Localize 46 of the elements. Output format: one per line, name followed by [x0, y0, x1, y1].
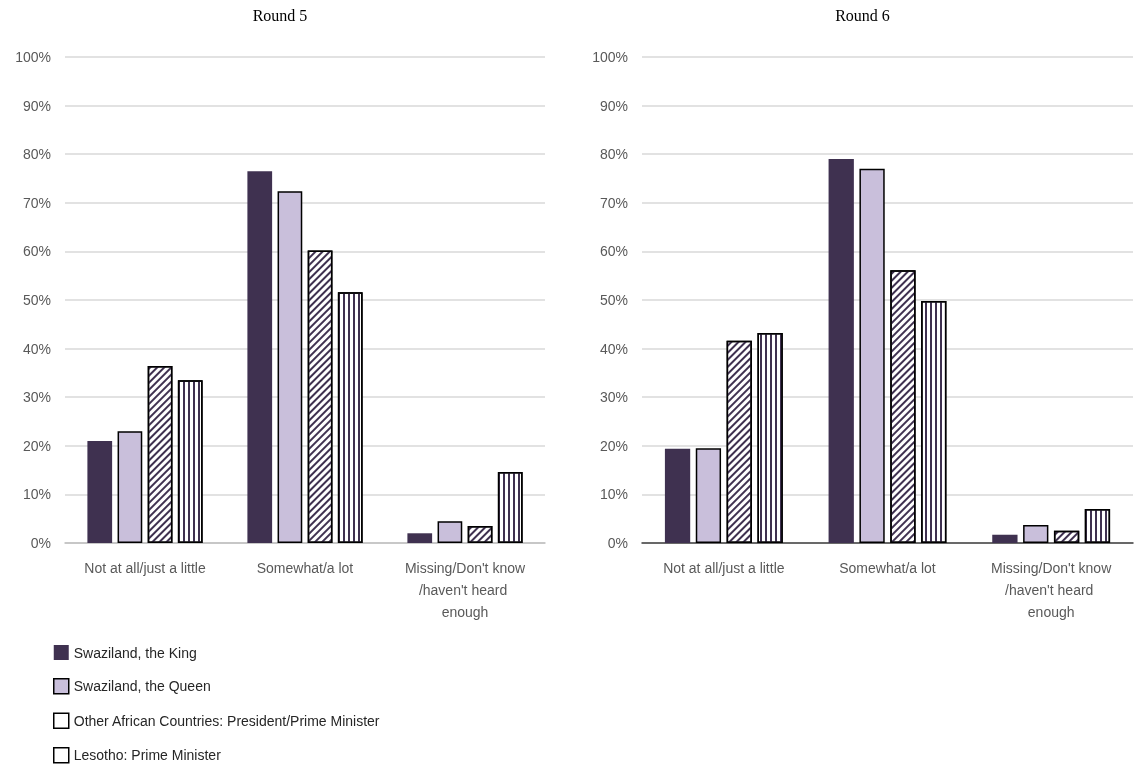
y-tick-label: 70% [599, 194, 628, 211]
bar [1023, 525, 1049, 543]
legend-label: Swaziland, the King [73, 644, 197, 661]
chart-title: Round 6 [835, 6, 890, 24]
x-tick-label: Somewhat/a lot [256, 560, 354, 576]
y-tick-label: 0% [607, 535, 628, 551]
x-tick-label: Not at all/just a little [84, 560, 206, 576]
y-tick-label: 90% [22, 97, 51, 114]
y-tick-label: 60% [22, 243, 51, 260]
bar [992, 534, 1018, 543]
y-tick-label: 30% [22, 389, 51, 406]
y-tick-label: 100% [592, 49, 628, 65]
y-tick-label: 80% [599, 146, 628, 163]
y-tick-label: 70% [22, 194, 51, 211]
y-tick-label: 40% [22, 340, 51, 357]
bar [437, 521, 463, 543]
y-tick-label: 30% [599, 389, 628, 406]
y-tick-label: 100% [15, 49, 51, 65]
bar [664, 448, 691, 543]
bar [277, 191, 303, 543]
y-tick-label: 40% [599, 340, 628, 357]
legend-label: Swaziland, the Queen [73, 678, 211, 695]
legend-label: Other African Countries: President/Prime Minister [73, 712, 380, 729]
y-tick-label: 10% [22, 486, 51, 503]
y-tick-label: 20% [22, 437, 51, 454]
bar [117, 431, 143, 543]
y-tick-label: 20% [599, 437, 628, 454]
y-tick-label: 90% [599, 97, 628, 114]
bar [859, 168, 885, 543]
y-tick-label: 60% [599, 243, 628, 260]
x-tick-label: Not at all/just a little [663, 560, 785, 576]
y-tick-label: 0% [30, 535, 51, 551]
x-tick-label: Missing/Don't know/haven't heard enough [991, 560, 1113, 620]
y-tick-label: 80% [22, 146, 51, 163]
x-tick-label: Somewhat/a lot [839, 560, 936, 576]
chart-title: Round 5 [252, 6, 308, 24]
x-tick-label: Missing/Don't know/haven't heard enough [404, 560, 526, 620]
bar [828, 159, 854, 543]
y-tick-label: 10% [599, 486, 628, 503]
bar [87, 440, 113, 543]
y-tick-label: 50% [599, 292, 628, 308]
bar [407, 533, 433, 543]
bar [695, 448, 722, 543]
y-tick-label: 50% [22, 292, 51, 308]
legend-label: Lesotho: Prime Minister [73, 747, 222, 764]
bar [247, 171, 273, 543]
